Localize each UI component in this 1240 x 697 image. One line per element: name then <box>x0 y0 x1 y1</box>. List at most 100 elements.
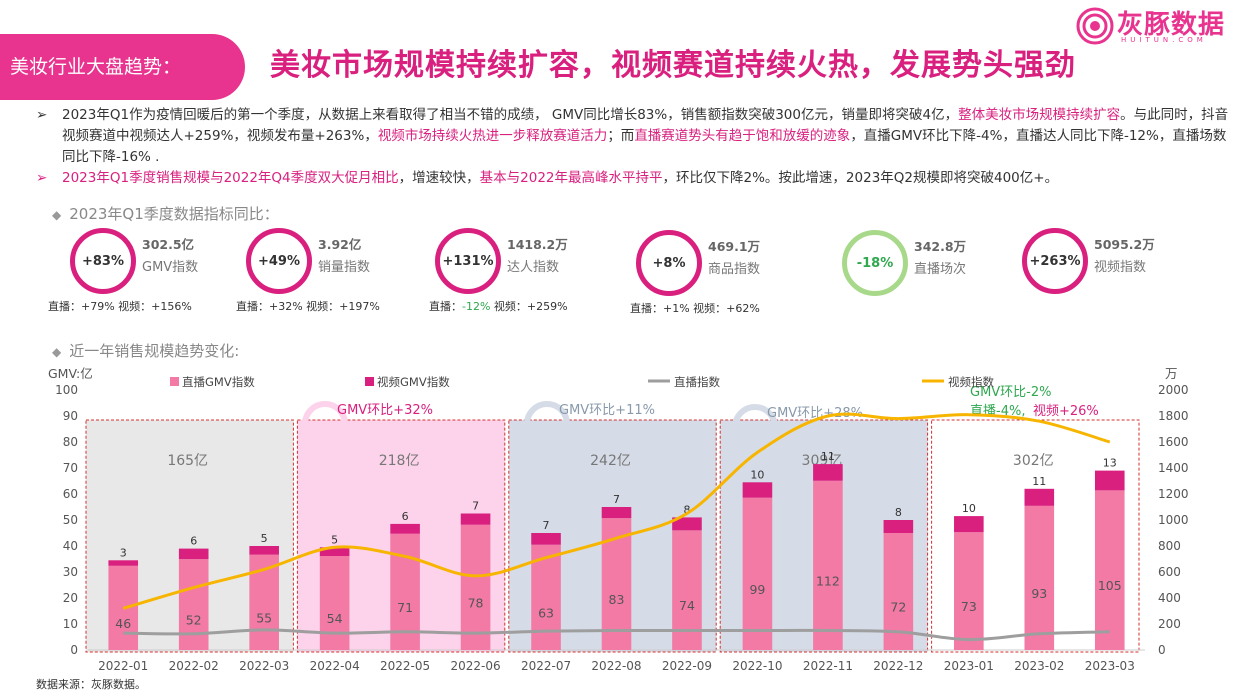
bullet-2-highlight-a: 2023年Q1季度销售规模与2022年Q4季度双大促月相比 <box>62 170 399 186</box>
bar-video-value: 8 <box>895 506 902 519</box>
y2-tick-label: 800 <box>1158 539 1181 553</box>
bar-video-gmv <box>249 546 279 555</box>
kpi-ring: +131% <box>435 228 501 294</box>
bar-video-gmv <box>954 516 984 533</box>
legend-label: 视频GMV指数 <box>377 375 450 389</box>
kpi-breakdown: 直播：+79% 视频：+156% <box>48 300 192 313</box>
bar-video-gmv <box>883 520 914 533</box>
bar-live-value: 63 <box>538 605 554 620</box>
bar-live-value: 72 <box>890 600 906 615</box>
y2-tick-label: 600 <box>1158 565 1181 579</box>
kpi-sales: +49% 3.92亿 销量指数 直播：+32% 视频：+197% <box>236 228 426 318</box>
x-tick-label: 2022-08 <box>591 659 641 673</box>
bar-video-value: 10 <box>962 502 976 515</box>
page-title: 美妆市场规模持续扩容，视频赛道持续火热，发展势头强劲 <box>270 48 1076 83</box>
y2-tick-label: 1800 <box>1158 409 1189 423</box>
y-tick-label: 60 <box>63 487 78 501</box>
bar-live-value: 52 <box>186 613 202 628</box>
bar-live-gmv <box>460 524 491 650</box>
bar-live-gmv <box>319 556 350 650</box>
bar-video-gmv <box>672 517 702 531</box>
kpi-value: 1418.2万 <box>507 237 568 252</box>
annotation-text: GMV环比-2% <box>970 385 1052 400</box>
y-tick-label: 90 <box>63 409 78 423</box>
kpi-label: 视频指数 <box>1094 260 1147 275</box>
bar-live-gmv <box>954 532 984 650</box>
x-tick-label: 2022-09 <box>662 659 712 673</box>
bar-video-gmv <box>742 482 773 498</box>
logo-text: 灰豚数据 <box>1117 10 1226 40</box>
bar-video-gmv <box>390 523 420 534</box>
trend-heading-text: 近一年销售规模趋势变化: <box>69 342 240 360</box>
y-tick-label: 80 <box>63 435 78 449</box>
bar-live-gmv <box>672 530 702 650</box>
kpi-label: GMV指数 <box>142 260 199 275</box>
legend-label: 直播指数 <box>674 375 720 389</box>
y-tick-label: 100 <box>55 383 78 397</box>
kpi-breakdown: 直播：+32% 视频：+197% <box>236 300 380 313</box>
y-tick-label: 20 <box>63 591 78 605</box>
bar-live-gmv <box>178 559 209 650</box>
x-tick-label: 2023-01 <box>944 659 994 673</box>
y2-tick-label: 1000 <box>1158 513 1189 527</box>
bar-video-value: 11 <box>1032 475 1046 488</box>
y-axis-title: GMV:亿 <box>48 366 93 381</box>
logo-icon <box>1076 7 1114 45</box>
quarter-total-label: 218亿 <box>379 453 420 469</box>
bar-live-gmv <box>742 497 773 650</box>
kpi-video: +263% 5095.2万 视频指数 <box>1012 228 1202 318</box>
bar-live-value: 54 <box>327 611 343 626</box>
line-video-index <box>122 412 1111 610</box>
kpi-ring: -18% <box>842 230 908 296</box>
y-tick-label: 0 <box>70 643 78 657</box>
bar-video-gmv <box>319 547 350 557</box>
y2-tick-label: 200 <box>1158 617 1181 631</box>
x-tick-label: 2023-02 <box>1014 659 1064 673</box>
kpi-label: 商品指数 <box>708 262 761 277</box>
kpi-breakdown-b: 视频：+259% <box>490 300 568 313</box>
annotation-text: 视频+26% <box>1033 404 1099 419</box>
bullet-1-highlight-a: 整体美妆市场规模持续扩容 <box>958 107 1121 123</box>
x-tick-label: 2022-06 <box>450 659 500 673</box>
kpi-product: +8% 469.1万 商品指数 直播：+1% 视频：+62% <box>626 230 816 320</box>
bar-video-gmv <box>813 464 843 481</box>
bullet-1: ➢ 2023年Q1作为疫情回暖后的第一个季度，从数据上来看取得了相当不错的成绩，… <box>36 105 1236 168</box>
y-tick-label: 30 <box>63 565 78 579</box>
annotation-ring <box>302 401 348 425</box>
bar-video-gmv <box>1024 488 1055 506</box>
bullet-1-highlight-c: 直播赛道势头有趋于饱和放缓的迹象 <box>634 128 851 144</box>
bullet-2-highlight-b: 基本与2022年最高峰水平持平 <box>479 170 663 186</box>
bullet-1-text-a: 2023年Q1作为疫情回暖后的第一个季度，从数据上来看取得了相当不错的成绩， G… <box>62 107 959 123</box>
kpi-breakdown-negative: -12% <box>462 300 491 313</box>
kpi-ring: +49% <box>246 228 312 294</box>
bar-live-value: 78 <box>468 595 484 610</box>
bar-video-gmv <box>178 548 209 560</box>
bar-video-gmv <box>108 560 139 566</box>
bar-video-gmv <box>1094 470 1125 491</box>
bar-live-value: 71 <box>397 600 413 615</box>
bar-live-value: 55 <box>256 610 272 625</box>
line-live-index <box>123 628 1110 642</box>
legend-swatch <box>365 377 374 386</box>
bar-video-gmv <box>460 513 491 525</box>
annotation-text: GMV环比+28% <box>767 406 863 421</box>
bullet-1-highlight-b: 视频市场持续火热进一步释放赛道活力 <box>377 128 608 144</box>
kpi-ring: +83% <box>70 228 136 294</box>
bar-video-value: 5 <box>331 533 338 546</box>
kpi-ring: +263% <box>1022 228 1088 294</box>
kpi-value: 3.92亿 <box>318 237 362 252</box>
quarter-total-label: 165亿 <box>167 453 208 469</box>
kpi-ring: +8% <box>636 230 702 296</box>
logo: 灰豚数据 HUITUN.COM <box>1075 4 1235 48</box>
kpi-value: 5095.2万 <box>1094 237 1155 252</box>
bullet-1-text-b: 。与此同时，抖音视频赛道中视频达人+259%，视频发布量+263%， <box>62 107 1229 144</box>
y2-tick-label: 1400 <box>1158 461 1189 475</box>
kpi-value: 469.1万 <box>708 239 761 254</box>
annotation-ring <box>732 404 778 428</box>
kpi-live-sessions: -18% 342.8万 直播场次 <box>832 230 1022 320</box>
y2-tick-label: 1600 <box>1158 435 1189 449</box>
bar-video-value: 7 <box>472 500 479 513</box>
bar-video-value: 10 <box>750 468 764 481</box>
x-tick-label: 2022-07 <box>521 659 571 673</box>
